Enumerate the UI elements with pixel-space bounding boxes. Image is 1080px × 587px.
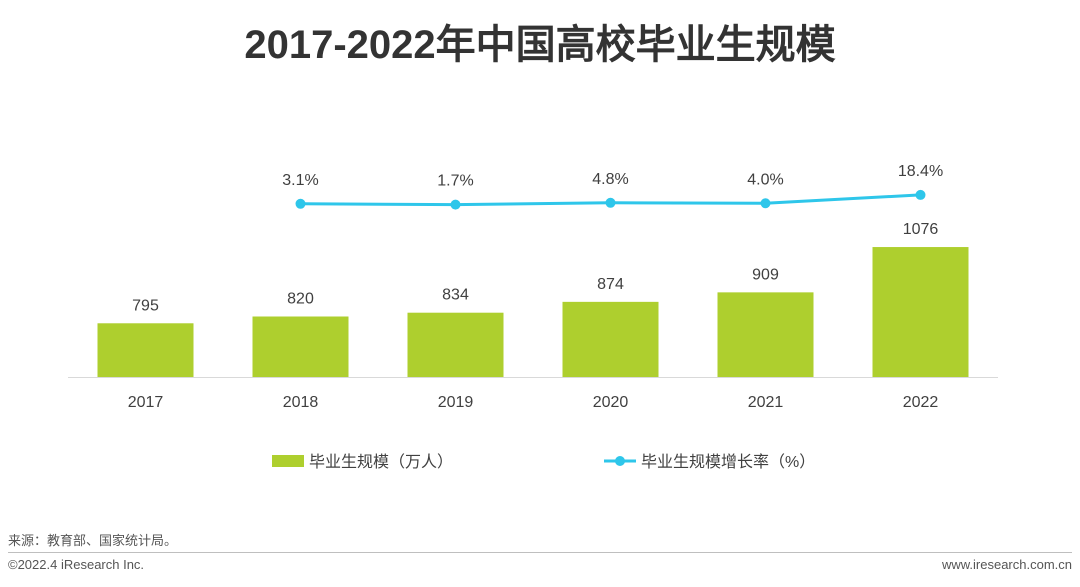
growth-rate-label-2018: 3.1% (282, 172, 318, 189)
bar-label-2020: 874 (597, 276, 624, 293)
growth-rate-label-2020: 4.8% (592, 171, 628, 188)
bar-2018 (252, 316, 349, 377)
copyright: ©2022.4 iResearch Inc. (8, 557, 145, 572)
bar-label-2021: 909 (752, 266, 779, 283)
x-tick-2019: 2019 (438, 394, 474, 411)
growth-rate-label-2021: 4.0% (747, 171, 783, 188)
footer-divider (8, 552, 1072, 553)
website-link[interactable]: www.iresearch.com.cn (941, 557, 1072, 572)
chart: 795 820 834 874 909 1076 2017 2018 2019 2020 2021… (68, 163, 998, 471)
growth-rate-point-2022 (915, 189, 926, 200)
bar-2019 (407, 312, 504, 377)
growth-rate-point-2019 (450, 199, 461, 210)
x-tick-2018: 2018 (283, 394, 319, 411)
bar-2021 (717, 292, 814, 377)
bar-2022 (872, 247, 969, 377)
legend-line-label: 毕业生规模增长率（%） (641, 453, 815, 471)
legend-bar-label: 毕业生规模（万人） (309, 453, 453, 471)
x-tick-2020: 2020 (593, 394, 629, 411)
bar-2017 (97, 323, 194, 377)
x-tick-2017: 2017 (128, 394, 164, 411)
growth-rate-label-2022: 18.4% (898, 163, 943, 180)
growth-rate-point-2018 (295, 198, 306, 209)
bar-label-2018: 820 (287, 291, 314, 308)
bar-label-2017: 795 (132, 297, 159, 314)
source-note: 来源：教育部、国家统计局。 (8, 534, 178, 549)
growth-rate-point-2021 (760, 198, 771, 209)
bar-2020 (562, 301, 659, 377)
bar-label-2022: 1076 (903, 221, 939, 238)
x-tick-2022: 2022 (903, 394, 939, 411)
legend-line-marker (615, 456, 625, 466)
legend-bar-swatch (272, 455, 304, 467)
x-tick-2021: 2021 (748, 394, 784, 411)
growth-rate-label-2019: 1.7% (437, 173, 473, 190)
chart-title: 2017-2022年中国高校毕业生规模 (244, 23, 836, 67)
growth-rate-point-2020 (605, 197, 616, 208)
bar-label-2019: 834 (442, 287, 469, 304)
